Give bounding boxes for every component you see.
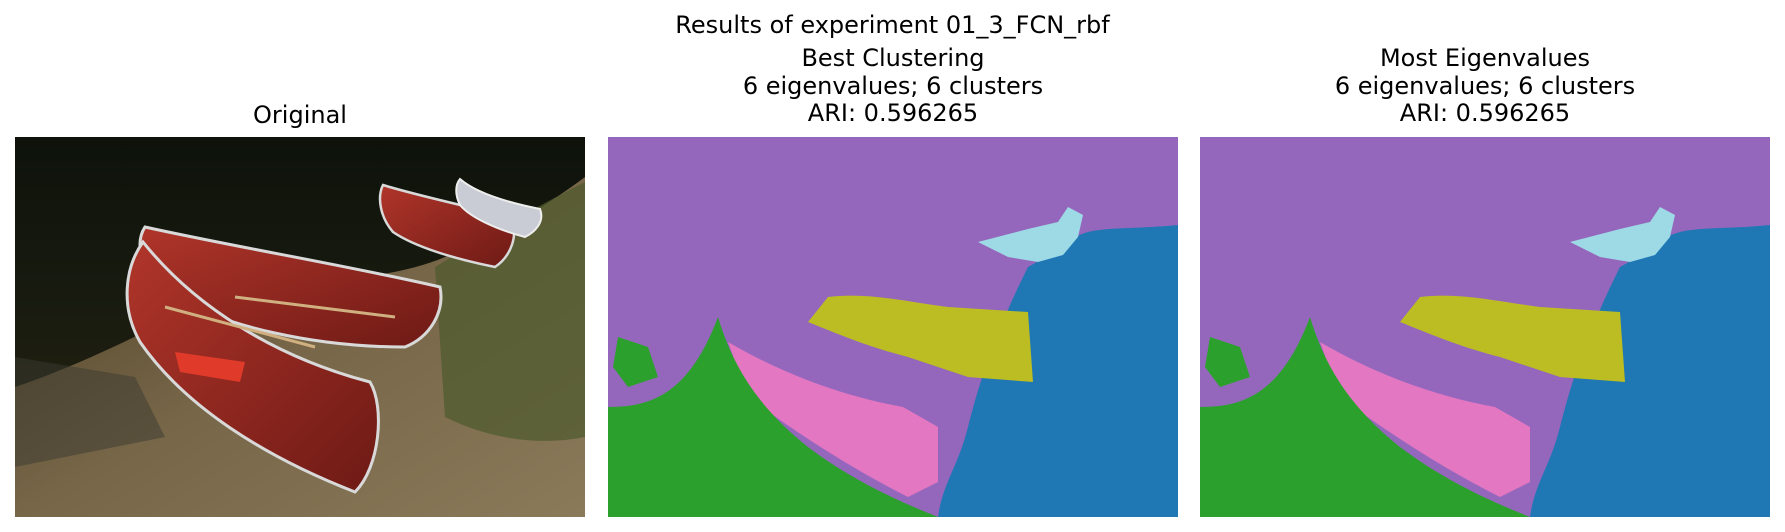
canoe-seat (164, 305, 316, 349)
canoe-white (455, 177, 543, 239)
canoe-small (378, 183, 516, 269)
water-reflection (15, 357, 165, 467)
cluster-green-patch (613, 337, 658, 387)
cluster-cyan (978, 207, 1083, 262)
original-image (15, 137, 585, 517)
panel-title-line: 6 eigenvalues; 6 clusters (742, 71, 1044, 100)
most-eigenvalues-image (1200, 137, 1770, 517)
panel-title-original: Original (15, 101, 585, 130)
figure-suptitle: Results of experiment 01_3_FCN_rbf (675, 11, 1110, 39)
canoe-large-front (125, 239, 380, 494)
cluster-green-patch (1205, 337, 1250, 387)
panel-title-line: Most Eigenvalues (1379, 44, 1591, 72)
cluster-green (608, 317, 938, 517)
panel-title-line: ARI: 0.596265 (807, 99, 979, 127)
cluster-blue (938, 225, 1178, 517)
cluster-green (1200, 317, 1530, 517)
panel-title-line: Best Clustering (801, 44, 985, 72)
canoe-thwart (234, 295, 396, 319)
panel-title-line: Original (253, 101, 347, 129)
cluster-olive (808, 295, 1033, 382)
panel-title-line: 6 eigenvalues; 6 clusters (1334, 71, 1636, 100)
cluster-pink (1320, 342, 1530, 497)
cluster-blue (1530, 225, 1770, 517)
panel-title-best-clustering: Best Clustering 6 eigenvalues; 6 cluster… (608, 44, 1178, 128)
panel-title-line: ARI: 0.596265 (1399, 99, 1571, 127)
canoe-gear (175, 352, 245, 382)
cluster-pink (728, 342, 938, 497)
best-clustering-image (608, 137, 1178, 517)
cluster-cyan (1570, 207, 1675, 262)
panel-title-most-eigenvalues: Most Eigenvalues 6 eigenvalues; 6 cluste… (1200, 44, 1770, 128)
cluster-olive (1400, 295, 1625, 382)
